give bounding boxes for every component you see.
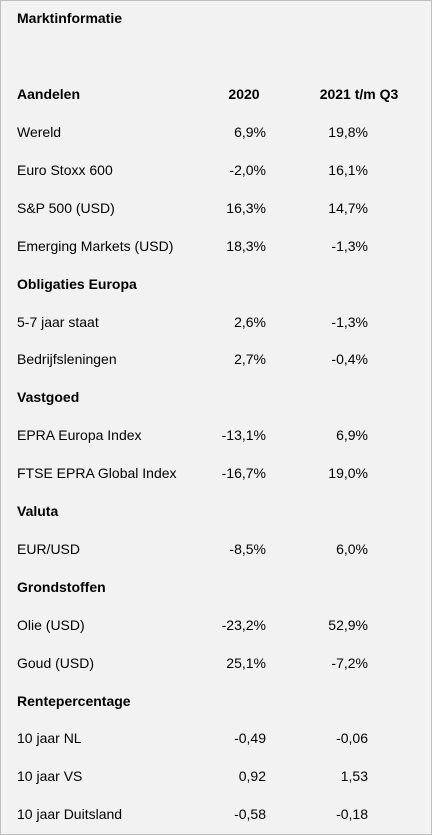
- value-cell: -0,4%: [331, 351, 368, 368]
- value-cell: 52,9%: [328, 616, 368, 633]
- row-label: Goud (USD): [17, 654, 95, 671]
- value-cell: -0,06: [336, 730, 368, 747]
- row-label: S&P 500 (USD): [17, 199, 115, 216]
- title: Marktinformatie: [17, 10, 123, 26]
- row-label: EPRA Europa Index: [17, 427, 142, 444]
- value-cell: 6,9%: [234, 124, 266, 140]
- section-heading: Rentepercentage: [17, 692, 131, 709]
- value-cell: 18,3%: [226, 237, 266, 254]
- row-label: 10 jaar NL: [17, 730, 82, 747]
- value-cell: -16,7%: [221, 465, 266, 482]
- value-cell: -0,18: [336, 806, 368, 823]
- row-label: EUR/USD: [17, 540, 81, 557]
- row-label: Bedrijfsleningen: [17, 351, 117, 368]
- header-cell: Aandelen: [17, 86, 81, 102]
- value-cell: 16,1%: [328, 161, 368, 178]
- header-cell: 2021 t/m Q3: [319, 86, 399, 102]
- value-cell: -1,3%: [331, 313, 368, 330]
- value-cell: -1,3%: [331, 237, 368, 254]
- row-label: Olie (USD): [17, 616, 85, 633]
- value-cell: -0,49: [234, 730, 266, 747]
- value-cell: 6,0%: [336, 540, 368, 557]
- value-cell: -7,2%: [331, 654, 368, 671]
- row-label: 10 jaar VS: [17, 768, 83, 785]
- row-label: 10 jaar Duitsland: [17, 806, 123, 823]
- row-label: FTSE EPRA Global Index: [17, 465, 177, 482]
- value-cell: -23,2%: [221, 616, 266, 633]
- header-cell: 2020: [228, 86, 260, 102]
- section-heading: Vastgoed: [17, 389, 80, 406]
- section-heading: Obligaties Europa: [17, 275, 137, 292]
- value-cell: 25,1%: [226, 654, 266, 671]
- value-cell: 6,9%: [336, 427, 368, 444]
- value-cell: 19,8%: [328, 124, 368, 140]
- value-cell: 2,7%: [234, 351, 266, 368]
- value-cell: 19,0%: [328, 465, 368, 482]
- value-cell: -0,58: [234, 806, 266, 823]
- value-cell: -13,1%: [221, 427, 266, 444]
- value-cell: 1,53: [340, 768, 368, 785]
- value-cell: -8,5%: [229, 540, 266, 557]
- row-label: Emerging Markets (USD): [17, 237, 174, 254]
- value-cell: 16,3%: [226, 199, 266, 216]
- value-cell: -2,0%: [229, 161, 266, 178]
- value-cell: 2,6%: [234, 313, 266, 330]
- value-cell: 14,7%: [328, 199, 368, 216]
- value-cell: 0,92: [238, 768, 266, 785]
- row-label: Wereld: [17, 124, 62, 140]
- row-label: 5-7 jaar staat: [17, 313, 99, 330]
- section-heading: Valuta: [17, 503, 59, 519]
- row-label: Euro Stoxx 600: [17, 161, 113, 178]
- section-heading: Grondstoffen: [17, 578, 106, 595]
